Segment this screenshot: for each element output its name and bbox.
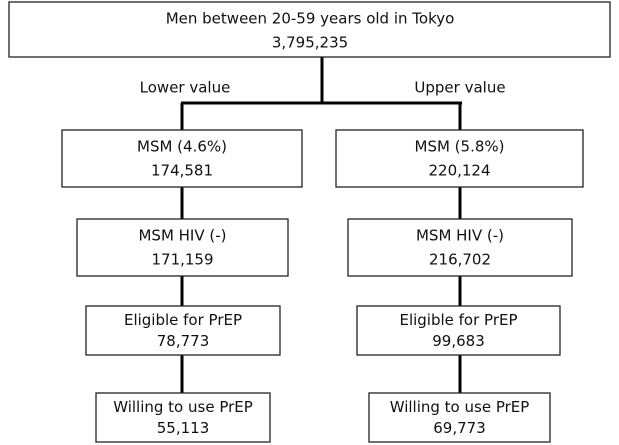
node-box — [61, 129, 303, 188]
node-box — [95, 392, 271, 443]
node-value: 55,113 — [157, 419, 210, 437]
node-box — [85, 305, 281, 356]
node-box — [356, 305, 561, 356]
node-box — [368, 392, 551, 443]
node-box — [347, 218, 573, 277]
root-value: 3,795,235 — [272, 34, 348, 52]
node-label: MSM (4.6%) — [137, 138, 227, 156]
node-value: 99,683 — [432, 332, 485, 350]
node-label: Willing to use PrEP — [390, 398, 530, 416]
node-value: 171,159 — [151, 251, 213, 269]
boxes: MSM (4.6%) 174,581 MSM HIV (-) 171,159 Eligi… — [61, 129, 584, 443]
node-value: 174,581 — [151, 162, 213, 180]
root-box — [8, 1, 611, 58]
node-box — [76, 218, 289, 277]
node-label: Eligible for PrEP — [399, 311, 517, 329]
node-label: Eligible for PrEP — [124, 311, 242, 329]
node-value: 216,702 — [429, 251, 491, 269]
node-value: 69,773 — [433, 419, 486, 437]
node-label: MSM HIV (-) — [138, 227, 226, 245]
node-label: Willing to use PrEP — [113, 398, 253, 416]
node-label: MSM HIV (-) — [416, 227, 504, 245]
node-value: 78,773 — [157, 332, 210, 350]
branch-label: Upper value — [414, 79, 505, 97]
node-label: MSM (5.8%) — [415, 138, 505, 156]
root-label: Men between 20-59 years old in Tokyo — [166, 10, 455, 28]
branch-label: Lower value — [140, 79, 231, 97]
node-value: 220,124 — [428, 162, 490, 180]
node-box — [335, 129, 584, 188]
